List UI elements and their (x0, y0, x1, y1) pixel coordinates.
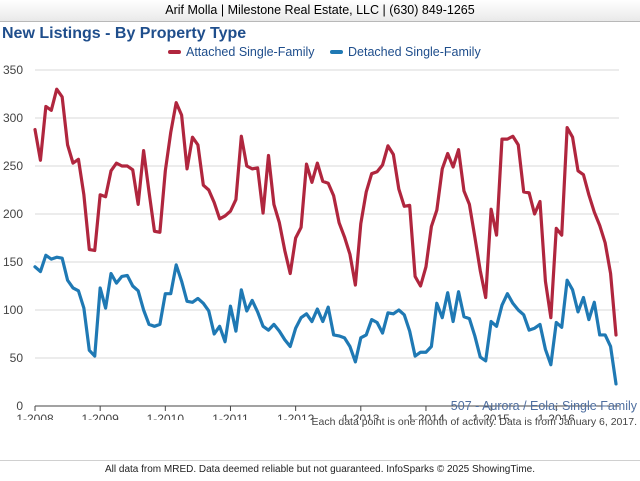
x-tick-label: 1-2008 (16, 412, 54, 420)
y-tick-label: 350 (3, 63, 23, 77)
x-tick-label: 1-2013 (342, 412, 380, 420)
chart-title: New Listings - By Property Type (2, 25, 247, 42)
agent-header: Arif Molla | Milestone Real Estate, LLC … (0, 0, 640, 22)
legend-swatch-detached (330, 49, 344, 54)
legend-item-attached[interactable]: Attached Single-Family (168, 45, 315, 59)
x-tick-label: 1-2015 (472, 412, 510, 420)
data-note: Each data point is one month of activity… (311, 416, 637, 428)
y-tick-label: 100 (3, 303, 23, 317)
y-tick-label: 50 (10, 351, 24, 365)
x-tick-label: 1-2012 (277, 412, 315, 420)
line-chart: 0 50 100 150 200 250 300 350 1-2008 1-2009 1-2010 1… (3, 63, 619, 420)
series-line-detached (33, 253, 618, 386)
footer-disclaimer: All data from MRED. Data deemed reliable… (0, 460, 640, 481)
area-label: 507 - Aurora / Eola: Single Family (450, 399, 637, 413)
agent-header-text: Arif Molla | Milestone Real Estate, LLC … (165, 3, 475, 17)
chart-legend: Attached Single-Family Detached Single-F… (168, 45, 493, 59)
y-tick-label: 0 (16, 399, 23, 413)
y-tick-label: 300 (3, 111, 23, 125)
y-tick-label: 150 (3, 255, 23, 269)
x-tick-label: 1-2010 (147, 412, 185, 420)
x-tick-label: 1-2014 (407, 412, 445, 420)
legend-label-attached: Attached Single-Family (186, 45, 315, 59)
legend-label-detached: Detached Single-Family (348, 45, 481, 59)
x-tick-label: 1-2011 (212, 412, 249, 420)
y-tick-label: 200 (3, 207, 23, 221)
legend-swatch-attached (168, 49, 181, 54)
x-tick-label: 1-2016 (538, 412, 576, 420)
legend-item-detached[interactable]: Detached Single-Family (330, 45, 481, 59)
series-line-attached (33, 87, 618, 337)
y-tick-label: 250 (3, 159, 23, 173)
x-tick-label: 1-2009 (81, 412, 119, 420)
